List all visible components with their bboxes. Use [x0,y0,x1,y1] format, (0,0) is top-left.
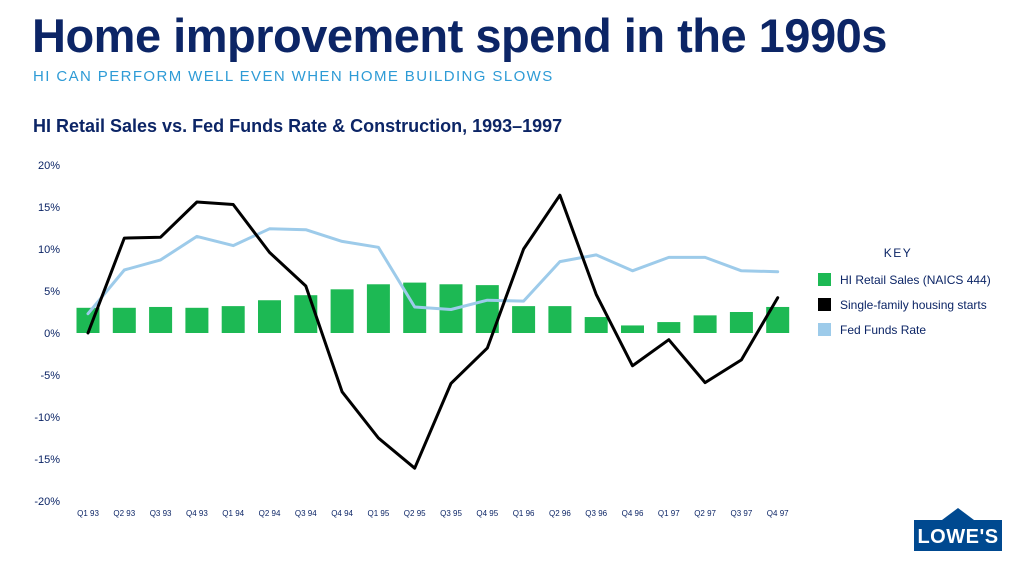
bar-hi-retail-sales [294,295,318,333]
bar-hi-retail-sales [766,306,790,333]
x-tick-label: Q3 93 [150,509,172,518]
x-tick-label: Q1 94 [222,509,244,518]
x-tick-label: Q1 93 [77,509,99,518]
bar-hi-retail-sales [330,289,354,333]
legend-item-fed-funds-rate: Fed Funds Rate [818,317,1018,342]
legend-label: Single-family housing starts [840,297,987,312]
y-tick-label: -5% [40,370,60,382]
y-tick-label: -20% [34,496,60,508]
x-tick-label: Q3 95 [440,509,462,518]
x-tick-label: Q2 93 [113,509,135,518]
x-tick-label: Q1 95 [368,509,390,518]
chart-title: HI Retail Sales vs. Fed Funds Rate & Con… [33,116,563,136]
legend-item-housing-starts: Single-family housing starts [818,292,1018,317]
legend-swatch-light-blue [818,323,831,336]
legend-item-hi-retail-sales: HI Retail Sales (NAICS 444) [818,267,1018,292]
x-tick-label: Q2 96 [549,509,571,518]
legend-swatch-black [818,298,831,311]
bar-hi-retail-sales [512,306,536,333]
legend-label: Fed Funds Rate [840,322,927,337]
x-tick-label: Q4 93 [186,509,208,518]
bar-hi-retail-sales [729,312,753,333]
bar-hi-retail-sales [366,284,390,333]
x-tick-label: Q2 94 [259,509,281,518]
lowes-logo: LOWE'S [914,508,1002,551]
y-tick-label: 10% [38,244,60,256]
y-tick-label: 20% [38,160,60,172]
x-tick-label: Q2 97 [694,509,716,518]
legend-title: KEY [883,246,913,260]
bar-hi-retail-sales [475,285,499,333]
legend-swatch-green [818,273,831,286]
x-tick-label: Q4 97 [767,509,789,518]
bar-hi-retail-sales [112,307,136,333]
legend-label: HI Retail Sales (NAICS 444) [840,272,991,287]
x-tick-label: Q3 97 [731,509,753,518]
x-tick-label: Q4 95 [476,509,498,518]
x-tick-label: Q4 94 [331,509,353,518]
bar-hi-retail-sales [621,325,644,333]
svg-text:LOWE'S: LOWE'S [917,526,998,548]
y-tick-label: 15% [38,202,60,214]
bar-hi-retail-sales [584,317,608,333]
y-tick-label: 5% [44,286,60,298]
bar-hi-retail-sales [693,315,717,333]
x-tick-label: Q2 95 [404,509,426,518]
line-housing-starts [86,193,780,470]
bar-hi-retail-sales [185,307,209,333]
bar-hi-retail-sales [149,306,173,333]
bar-hi-retail-sales [221,306,245,333]
page-subtitle: HI CAN PERFORM WELL EVEN WHEN HOME BUILD… [33,68,554,85]
bar-hi-retail-sales [657,322,681,333]
y-tick-label: -15% [34,454,60,466]
y-tick-label: 0% [44,328,60,340]
x-tick-label: Q1 96 [513,509,535,518]
page-title: Home improvement spend in the 1990s [32,9,887,62]
bar-hi-retail-sales [548,306,572,333]
x-tick-label: Q3 96 [585,509,607,518]
x-tick-label: Q1 97 [658,509,680,518]
bar-hi-retail-sales [258,300,281,333]
x-tick-label: Q4 96 [622,509,644,518]
line-fed-funds-rate [86,227,780,316]
chart-legend: KEY HI Retail Sales (NAICS 444) Single-f… [818,246,1018,342]
x-tick-label: Q3 94 [295,509,317,518]
y-tick-label: -10% [34,412,60,424]
